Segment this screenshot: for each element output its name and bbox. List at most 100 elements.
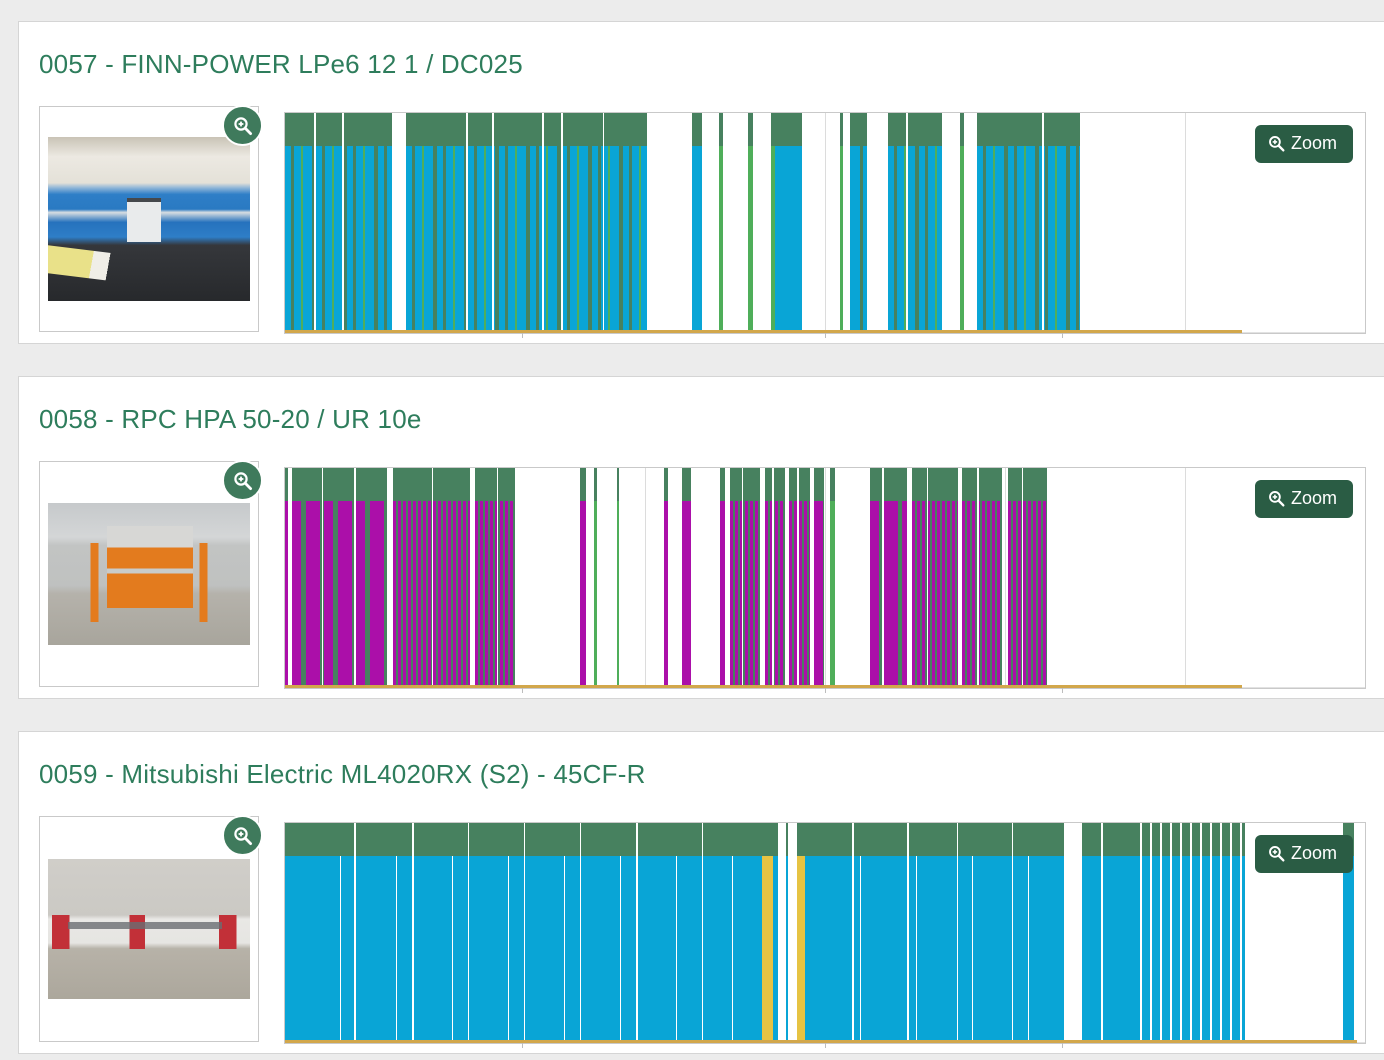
timeline-segment: [314, 113, 316, 333]
timeline-segment: [852, 823, 854, 1043]
timeline-segment: [887, 113, 942, 333]
magnifier-plus-glyph: [233, 116, 252, 135]
zoom-button[interactable]: Zoom: [1254, 125, 1353, 163]
timeline-segment: [764, 468, 786, 688]
magnifier-icon[interactable]: [222, 460, 263, 501]
zoom-button-label: Zoom: [1290, 488, 1337, 508]
timeline-segment: [405, 113, 647, 333]
magnifier-plus-icon: [1269, 491, 1285, 507]
timeline-segment: [664, 468, 669, 688]
timeline-segment: [579, 823, 582, 1043]
timeline-segments: [285, 113, 1365, 333]
machine-row: Zoom: [39, 815, 1384, 1048]
timeline-segment: [492, 113, 494, 333]
timeline-segment: [523, 823, 526, 1043]
timeline-segment: [412, 823, 414, 1043]
chart-baseline: [285, 685, 1242, 688]
timeline-segment: [814, 468, 824, 688]
timeline-segment: [701, 823, 704, 1043]
timeline-segment: [796, 468, 799, 688]
timeline-segment: [977, 113, 1080, 333]
chart-gridline: [1184, 113, 1186, 333]
axis-tick: [1061, 333, 1063, 338]
timeline-segment: [616, 468, 619, 688]
timeline-segment: [956, 823, 959, 1043]
timeline-segment: [1101, 823, 1103, 1043]
timeline-segment: [775, 113, 803, 333]
timeline-chart[interactable]: Zoom: [284, 467, 1366, 693]
magnifier-icon[interactable]: [222, 105, 263, 146]
timeline-segment: [1082, 823, 1132, 1043]
magnifier-plus-icon: [1269, 136, 1285, 152]
axis-tick: [1061, 1043, 1063, 1048]
machine-title: 0057 - FINN-POWER LPe6 12 1 / DC025: [39, 49, 523, 79]
timeline-segments: [285, 468, 1365, 688]
zoom-button[interactable]: Zoom: [1254, 480, 1353, 518]
chart-gridline: [644, 468, 646, 688]
timeline-segment: [1021, 468, 1024, 688]
timeline-segment: [805, 823, 1065, 1043]
timeline-segment: [729, 468, 761, 688]
timeline-segment: [849, 113, 855, 333]
axis-tick: [825, 688, 826, 693]
timeline-segment: [602, 113, 605, 333]
timeline-segment: [796, 823, 805, 1043]
timeline-segment: [926, 468, 929, 688]
machine-title: 0059 - Mitsubishi Electric ML4020RX (S2)…: [39, 759, 646, 789]
timeline-segment: [636, 823, 638, 1043]
chart-gridline: [1184, 468, 1186, 688]
machine-photo: [48, 503, 250, 645]
timeline-segment: [786, 823, 789, 1043]
axis-tick: [825, 1043, 826, 1048]
timeline-segment: [1042, 113, 1044, 333]
chart-baseline: [285, 330, 1242, 333]
axis-tick: [521, 333, 523, 338]
magnifier-plus-icon: [1269, 846, 1285, 862]
machine-thumbnail[interactable]: [39, 460, 263, 687]
timeline-segment: [840, 113, 844, 333]
timeline-segment: [854, 113, 868, 333]
timeline-segment: [907, 823, 909, 1043]
timeline-segment: [285, 468, 289, 688]
timeline-segment: [741, 468, 744, 688]
axis-tick: [825, 333, 826, 338]
timeline-segment: [682, 468, 691, 688]
timeline-segment: [977, 468, 979, 688]
timeline-segment: [393, 468, 470, 688]
machine-card: 0058 - RPC HPA 50-20 / UR 10e: [18, 376, 1384, 699]
timeline-segment: [354, 468, 356, 688]
timeline-segment: [467, 823, 470, 1043]
zoom-button-label: Zoom: [1290, 133, 1337, 153]
timeline-segment: [292, 468, 388, 688]
machine-thumbnail[interactable]: [39, 815, 263, 1042]
timeline-segment: [962, 468, 1003, 688]
timeline-segment: [789, 468, 810, 688]
timeline-segment: [912, 468, 958, 688]
machine-list: 0057 - FINN-POWER LPe6 12 1 / DC025: [18, 21, 1384, 1054]
machine-thumbnail[interactable]: [39, 105, 263, 332]
timeline-segment: [1011, 823, 1014, 1043]
axis-tick: [521, 1043, 523, 1048]
timeline-segment: [773, 823, 779, 1043]
magnifier-icon[interactable]: [222, 815, 263, 856]
zoom-button[interactable]: Zoom: [1254, 835, 1353, 873]
timeline-segment: [285, 113, 392, 333]
timeline-segment: [692, 113, 702, 333]
timeline-segment: [542, 113, 544, 333]
chart-gridline: [1005, 468, 1007, 688]
axis-tick: [1061, 688, 1063, 693]
axis-tick: [521, 688, 523, 693]
timeline-chart[interactable]: Zoom: [284, 822, 1366, 1048]
chart-gridline: [825, 113, 826, 333]
machine-title: 0058 - RPC HPA 50-20 / UR 10e: [39, 404, 422, 434]
machine-card: 0059 - Mitsubishi Electric ML4020RX (S2)…: [18, 731, 1384, 1054]
zoom-button-label: Zoom: [1290, 843, 1337, 863]
machine-row: Zoom: [39, 105, 1384, 338]
timeline-chart[interactable]: Zoom: [284, 112, 1366, 338]
machine-row: Zoom: [39, 460, 1384, 693]
timeline-segment: [496, 468, 499, 688]
timeline-segment: [1131, 823, 1246, 1043]
timeline-segment: [466, 113, 469, 333]
timeline-segment: [475, 468, 516, 688]
timeline-segment: [431, 468, 434, 688]
